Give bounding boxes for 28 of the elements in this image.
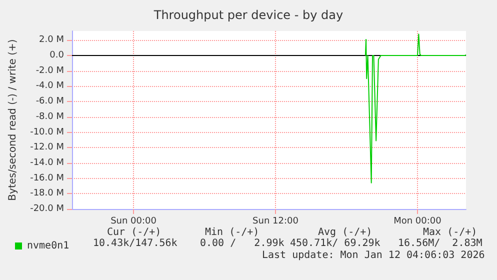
text: Last update: Mon Jan 12 04:06:03 2026: [262, 250, 485, 261]
y-tick-label: 2.0 M: [39, 35, 64, 46]
chart-title: Throughput per device - by day: [152, 8, 344, 22]
legend-label: nvme0n1: [27, 240, 70, 252]
x-tick-label: Mon 00:00: [394, 216, 442, 226]
text: Max (-/+): [423, 227, 478, 238]
y-tick-label: -20.0 M: [30, 204, 64, 214]
y-tick-label: -4.0 M: [36, 81, 64, 92]
y-tick-label: -6.0 M: [36, 96, 64, 107]
text: Cur (-/+): [107, 227, 162, 238]
y-tick-label: -14.0 M: [30, 158, 64, 168]
x-tick-label: Sun 12:00: [252, 216, 299, 226]
y-tick-label: -18.0 M: [30, 188, 64, 199]
y-tick-label: -8.0 M: [36, 112, 64, 122]
text: 450.71k/ 69.29k: [290, 238, 380, 249]
text: Min (-/+): [205, 227, 260, 238]
text: Avg (-/+): [318, 227, 372, 238]
y-tick-label: -10.0 M: [30, 127, 64, 138]
y-axis-title: Bytes/second read (-) / write (+): [8, 39, 18, 201]
text: 10.43k/147.56k: [93, 238, 178, 249]
y-tick-label: -12.0 M: [30, 142, 64, 153]
y-tick-label: 0.0: [50, 50, 64, 61]
line-series: [364, 34, 466, 184]
text: 0.00 / 2.99k: [200, 238, 284, 249]
y-tick-label: -16.0 M: [30, 173, 64, 184]
y-tick-label: -2.0 M: [36, 66, 64, 76]
text: 16.56M/ 2.83M: [398, 238, 482, 249]
x-tick-label: Sun 00:00: [110, 216, 157, 226]
